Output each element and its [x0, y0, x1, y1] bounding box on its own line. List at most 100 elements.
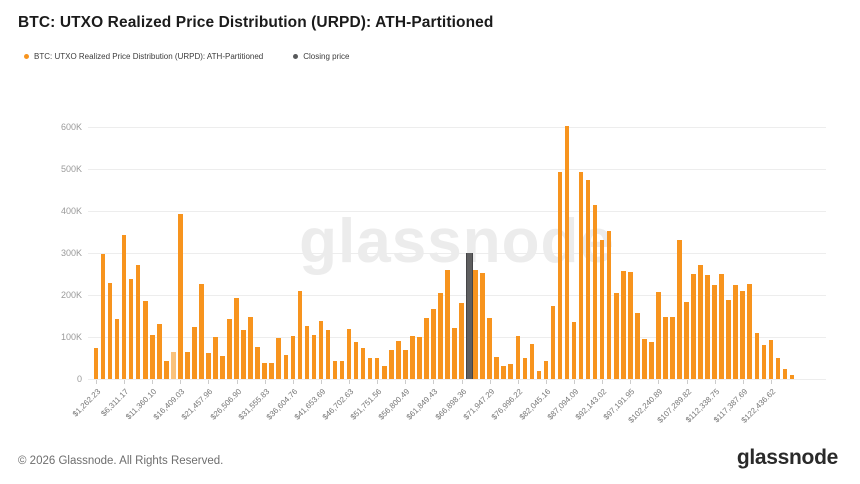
urpd-bar[interactable] [156, 323, 162, 379]
urpd-bar[interactable] [93, 347, 99, 379]
glassnode-logo[interactable]: glassnode [736, 446, 838, 469]
urpd-bar[interactable] [417, 337, 422, 379]
urpd-bar[interactable] [789, 375, 795, 379]
urpd-bar[interactable] [684, 301, 689, 379]
urpd-bar[interactable] [677, 240, 682, 379]
urpd-bar[interactable] [128, 278, 134, 379]
urpd-bar-chart[interactable]: glassnode 600K 500K 400K 300K 200K 100K 0 $1,26… [0, 0, 860, 440]
urpd-bar[interactable] [107, 282, 113, 379]
urpd-bar[interactable] [339, 360, 345, 379]
urpd-bar[interactable] [536, 370, 542, 379]
urpd-bar[interactable] [332, 361, 338, 379]
urpd-bar[interactable] [374, 357, 380, 379]
urpd-bar[interactable] [149, 335, 155, 379]
urpd-bar[interactable] [691, 274, 696, 379]
urpd-bar[interactable] [698, 265, 703, 379]
urpd-bar[interactable] [325, 329, 331, 379]
urpd-bar[interactable] [578, 172, 584, 379]
urpd-bar[interactable] [403, 349, 408, 379]
urpd-bar[interactable] [712, 285, 717, 379]
urpd-bar[interactable] [550, 306, 556, 379]
urpd-bar[interactable] [255, 346, 260, 379]
urpd-bar[interactable] [599, 239, 605, 379]
urpd-bar[interactable] [620, 271, 626, 379]
urpd-bar[interactable] [726, 300, 731, 379]
urpd-bar[interactable] [297, 290, 303, 379]
urpd-bar[interactable] [487, 317, 492, 379]
urpd-bar[interactable] [747, 283, 753, 379]
urpd-bar[interactable] [663, 317, 668, 379]
urpd-bar[interactable] [135, 265, 141, 379]
urpd-bar[interactable] [318, 321, 324, 379]
urpd-bar[interactable] [227, 318, 232, 379]
urpd-bar[interactable] [543, 360, 549, 379]
legend-item-urpd[interactable]: BTC: UTXO Realized Price Distribution (U… [24, 52, 263, 61]
urpd-bar[interactable] [445, 269, 450, 379]
urpd-bar[interactable] [178, 213, 183, 379]
urpd-bar[interactable] [529, 344, 535, 379]
urpd-bar[interactable] [459, 302, 464, 379]
urpd-bar[interactable] [501, 365, 507, 379]
urpd-bar[interactable] [473, 269, 478, 379]
urpd-bar[interactable] [719, 274, 724, 379]
urpd-bar[interactable] [571, 322, 577, 379]
urpd-bar[interactable] [192, 326, 197, 379]
urpd-bar[interactable] [248, 316, 253, 379]
urpd-bar[interactable] [508, 363, 514, 379]
urpd-bar[interactable] [241, 329, 246, 379]
urpd-bar[interactable] [234, 297, 239, 379]
urpd-bar[interactable] [782, 368, 788, 379]
urpd-bar[interactable] [290, 335, 296, 379]
urpd-bar[interactable] [705, 275, 710, 379]
urpd-bar[interactable] [768, 339, 774, 379]
urpd-bar[interactable] [283, 355, 289, 379]
urpd-bar[interactable] [515, 336, 521, 379]
urpd-bar[interactable] [424, 318, 429, 379]
urpd-bar[interactable] [185, 351, 190, 379]
urpd-bar[interactable] [740, 291, 746, 379]
urpd-bar[interactable] [592, 205, 598, 379]
urpd-bar[interactable] [775, 357, 781, 379]
urpd-bar[interactable] [494, 357, 499, 379]
urpd-bar[interactable] [480, 273, 485, 379]
urpd-bar[interactable] [304, 326, 310, 379]
closing-price-bar[interactable] [466, 252, 474, 379]
legend-item-closing-price[interactable]: Closing price [293, 52, 350, 61]
urpd-bar[interactable] [213, 337, 218, 379]
urpd-bar[interactable] [388, 349, 394, 379]
urpd-bar[interactable] [635, 313, 640, 379]
urpd-bar[interactable] [114, 318, 120, 379]
urpd-bar[interactable] [269, 362, 275, 379]
urpd-bar[interactable] [670, 316, 675, 379]
urpd-bar[interactable] [410, 336, 415, 379]
urpd-bar[interactable] [171, 351, 176, 379]
urpd-bar[interactable] [121, 234, 127, 379]
urpd-bar[interactable] [367, 358, 373, 379]
urpd-bar[interactable] [557, 171, 563, 379]
urpd-bar[interactable] [206, 352, 211, 379]
urpd-bar[interactable] [656, 292, 661, 379]
urpd-bar[interactable] [220, 355, 225, 379]
urpd-bar[interactable] [142, 300, 148, 379]
urpd-bar[interactable] [199, 284, 204, 379]
urpd-bar[interactable] [438, 293, 443, 379]
urpd-bar[interactable] [311, 334, 317, 379]
urpd-bar[interactable] [164, 360, 169, 379]
urpd-bar[interactable] [346, 329, 352, 379]
urpd-bar[interactable] [395, 340, 401, 379]
urpd-bar[interactable] [262, 363, 267, 379]
urpd-bar[interactable] [627, 271, 633, 379]
urpd-bar[interactable] [606, 231, 612, 379]
urpd-bar[interactable] [754, 333, 760, 379]
urpd-bar[interactable] [353, 342, 359, 379]
urpd-bar[interactable] [733, 284, 739, 379]
urpd-bar[interactable] [276, 338, 282, 379]
urpd-bar[interactable] [452, 327, 457, 379]
urpd-bar[interactable] [642, 339, 647, 379]
urpd-bar[interactable] [522, 357, 528, 379]
urpd-bar[interactable] [100, 254, 106, 379]
urpd-bar[interactable] [613, 292, 619, 379]
urpd-bar[interactable] [564, 126, 570, 379]
urpd-bar[interactable] [649, 342, 654, 379]
urpd-bar[interactable] [431, 308, 436, 379]
